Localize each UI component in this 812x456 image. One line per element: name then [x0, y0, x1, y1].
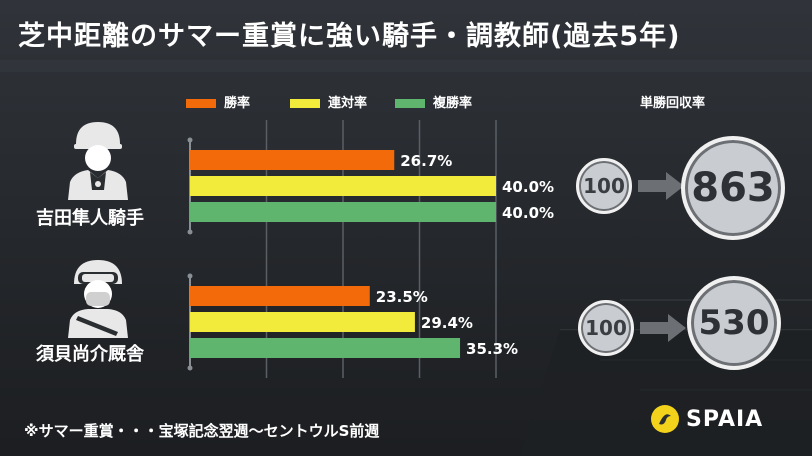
base-return-badge: 100	[578, 300, 634, 356]
bar	[190, 150, 395, 170]
bar-value-label: 23.5%	[376, 288, 428, 306]
axis-end-dot	[187, 229, 193, 235]
bar	[190, 312, 415, 332]
jockey-icon	[68, 122, 128, 200]
return-rate-badge: 530	[687, 276, 781, 370]
return-rate-header: 単勝回収率	[640, 96, 706, 111]
brand-name: SPAIA	[686, 406, 764, 432]
legend-label: 勝率	[224, 96, 251, 111]
footnote: ※サマー重賞・・・宝塚記念翌週〜セントウルS前週	[24, 422, 380, 440]
bar-value-label: 26.7%	[400, 152, 452, 170]
person-name-jockey: 吉田隼人騎手	[36, 208, 144, 229]
axis-end-dot	[187, 365, 193, 371]
brand-logo: SPAIA	[650, 404, 763, 434]
bar-value-label: 35.3%	[466, 340, 518, 358]
bar-value-label: 29.4%	[421, 314, 473, 332]
bar	[190, 202, 496, 222]
legend-swatch	[290, 99, 320, 108]
trainer-icon	[68, 260, 128, 338]
legend-label: 連対率	[328, 96, 368, 111]
bar	[190, 338, 461, 358]
axis-end-dot	[187, 273, 193, 279]
page-title: 芝中距離のサマー重賞に強い騎手・調教師(過去5年)	[18, 21, 681, 52]
bar-value-label: 40.0%	[502, 178, 554, 196]
arrow-right-icon	[638, 172, 684, 200]
base-return-badge: 100	[576, 158, 632, 214]
bar	[190, 286, 370, 306]
return-rate-badge: 863	[681, 136, 785, 240]
legend-label: 複勝率	[433, 96, 473, 111]
spaia-logo-icon	[651, 405, 679, 433]
legend-item-win-rate: 勝率	[186, 92, 250, 111]
legend-swatch	[186, 99, 216, 108]
legend-swatch	[395, 99, 425, 108]
axis-end-dot	[187, 137, 193, 143]
person-name-trainer: 須貝尚介厩舎	[36, 344, 144, 365]
bar-value-label: 40.0%	[502, 204, 554, 222]
bar	[190, 176, 496, 196]
legend-item-top3-rate: 複勝率	[395, 92, 472, 111]
arrow-right-icon	[640, 314, 686, 342]
legend-item-top2-rate: 連対率	[290, 92, 367, 111]
